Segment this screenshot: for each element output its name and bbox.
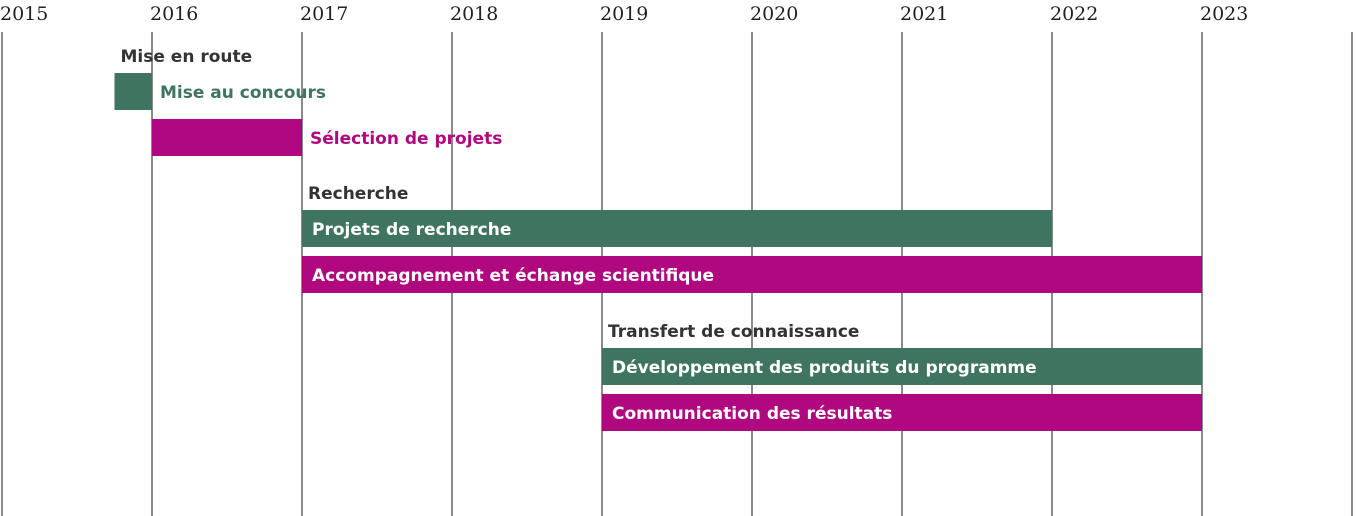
task-label: Accompagnement et échange scientifique: [312, 266, 714, 286]
x-tick-label: 2021: [900, 3, 948, 25]
x-tick-label: 2018: [450, 3, 498, 25]
x-tick-label: 2019: [600, 3, 648, 25]
x-tick-label: 2022: [1050, 3, 1098, 25]
task-label: Projets de recherche: [312, 220, 511, 240]
group-label: Recherche: [308, 184, 408, 204]
x-tick-label: 2020: [750, 3, 798, 25]
group-label: Transfert de connaissance: [608, 322, 859, 342]
task-label: Développement des produits du programme: [612, 358, 1037, 378]
task-bar: [302, 256, 1202, 293]
task-label: Mise au concours: [160, 83, 326, 103]
task-label: Communication des résultats: [612, 404, 892, 424]
task-bar: [602, 394, 1202, 431]
task-bar: [114, 73, 152, 110]
task-label: Sélection de projets: [310, 129, 502, 149]
task-bar: [152, 119, 302, 156]
x-tick-label: 2015: [0, 3, 48, 25]
task-bar: [302, 210, 1052, 247]
group-label: Mise en route: [121, 47, 253, 67]
x-tick-label: 2023: [1200, 3, 1248, 25]
x-tick-label: 2017: [300, 3, 348, 25]
task-bar: [602, 348, 1202, 385]
x-tick-label: 2016: [150, 3, 198, 25]
